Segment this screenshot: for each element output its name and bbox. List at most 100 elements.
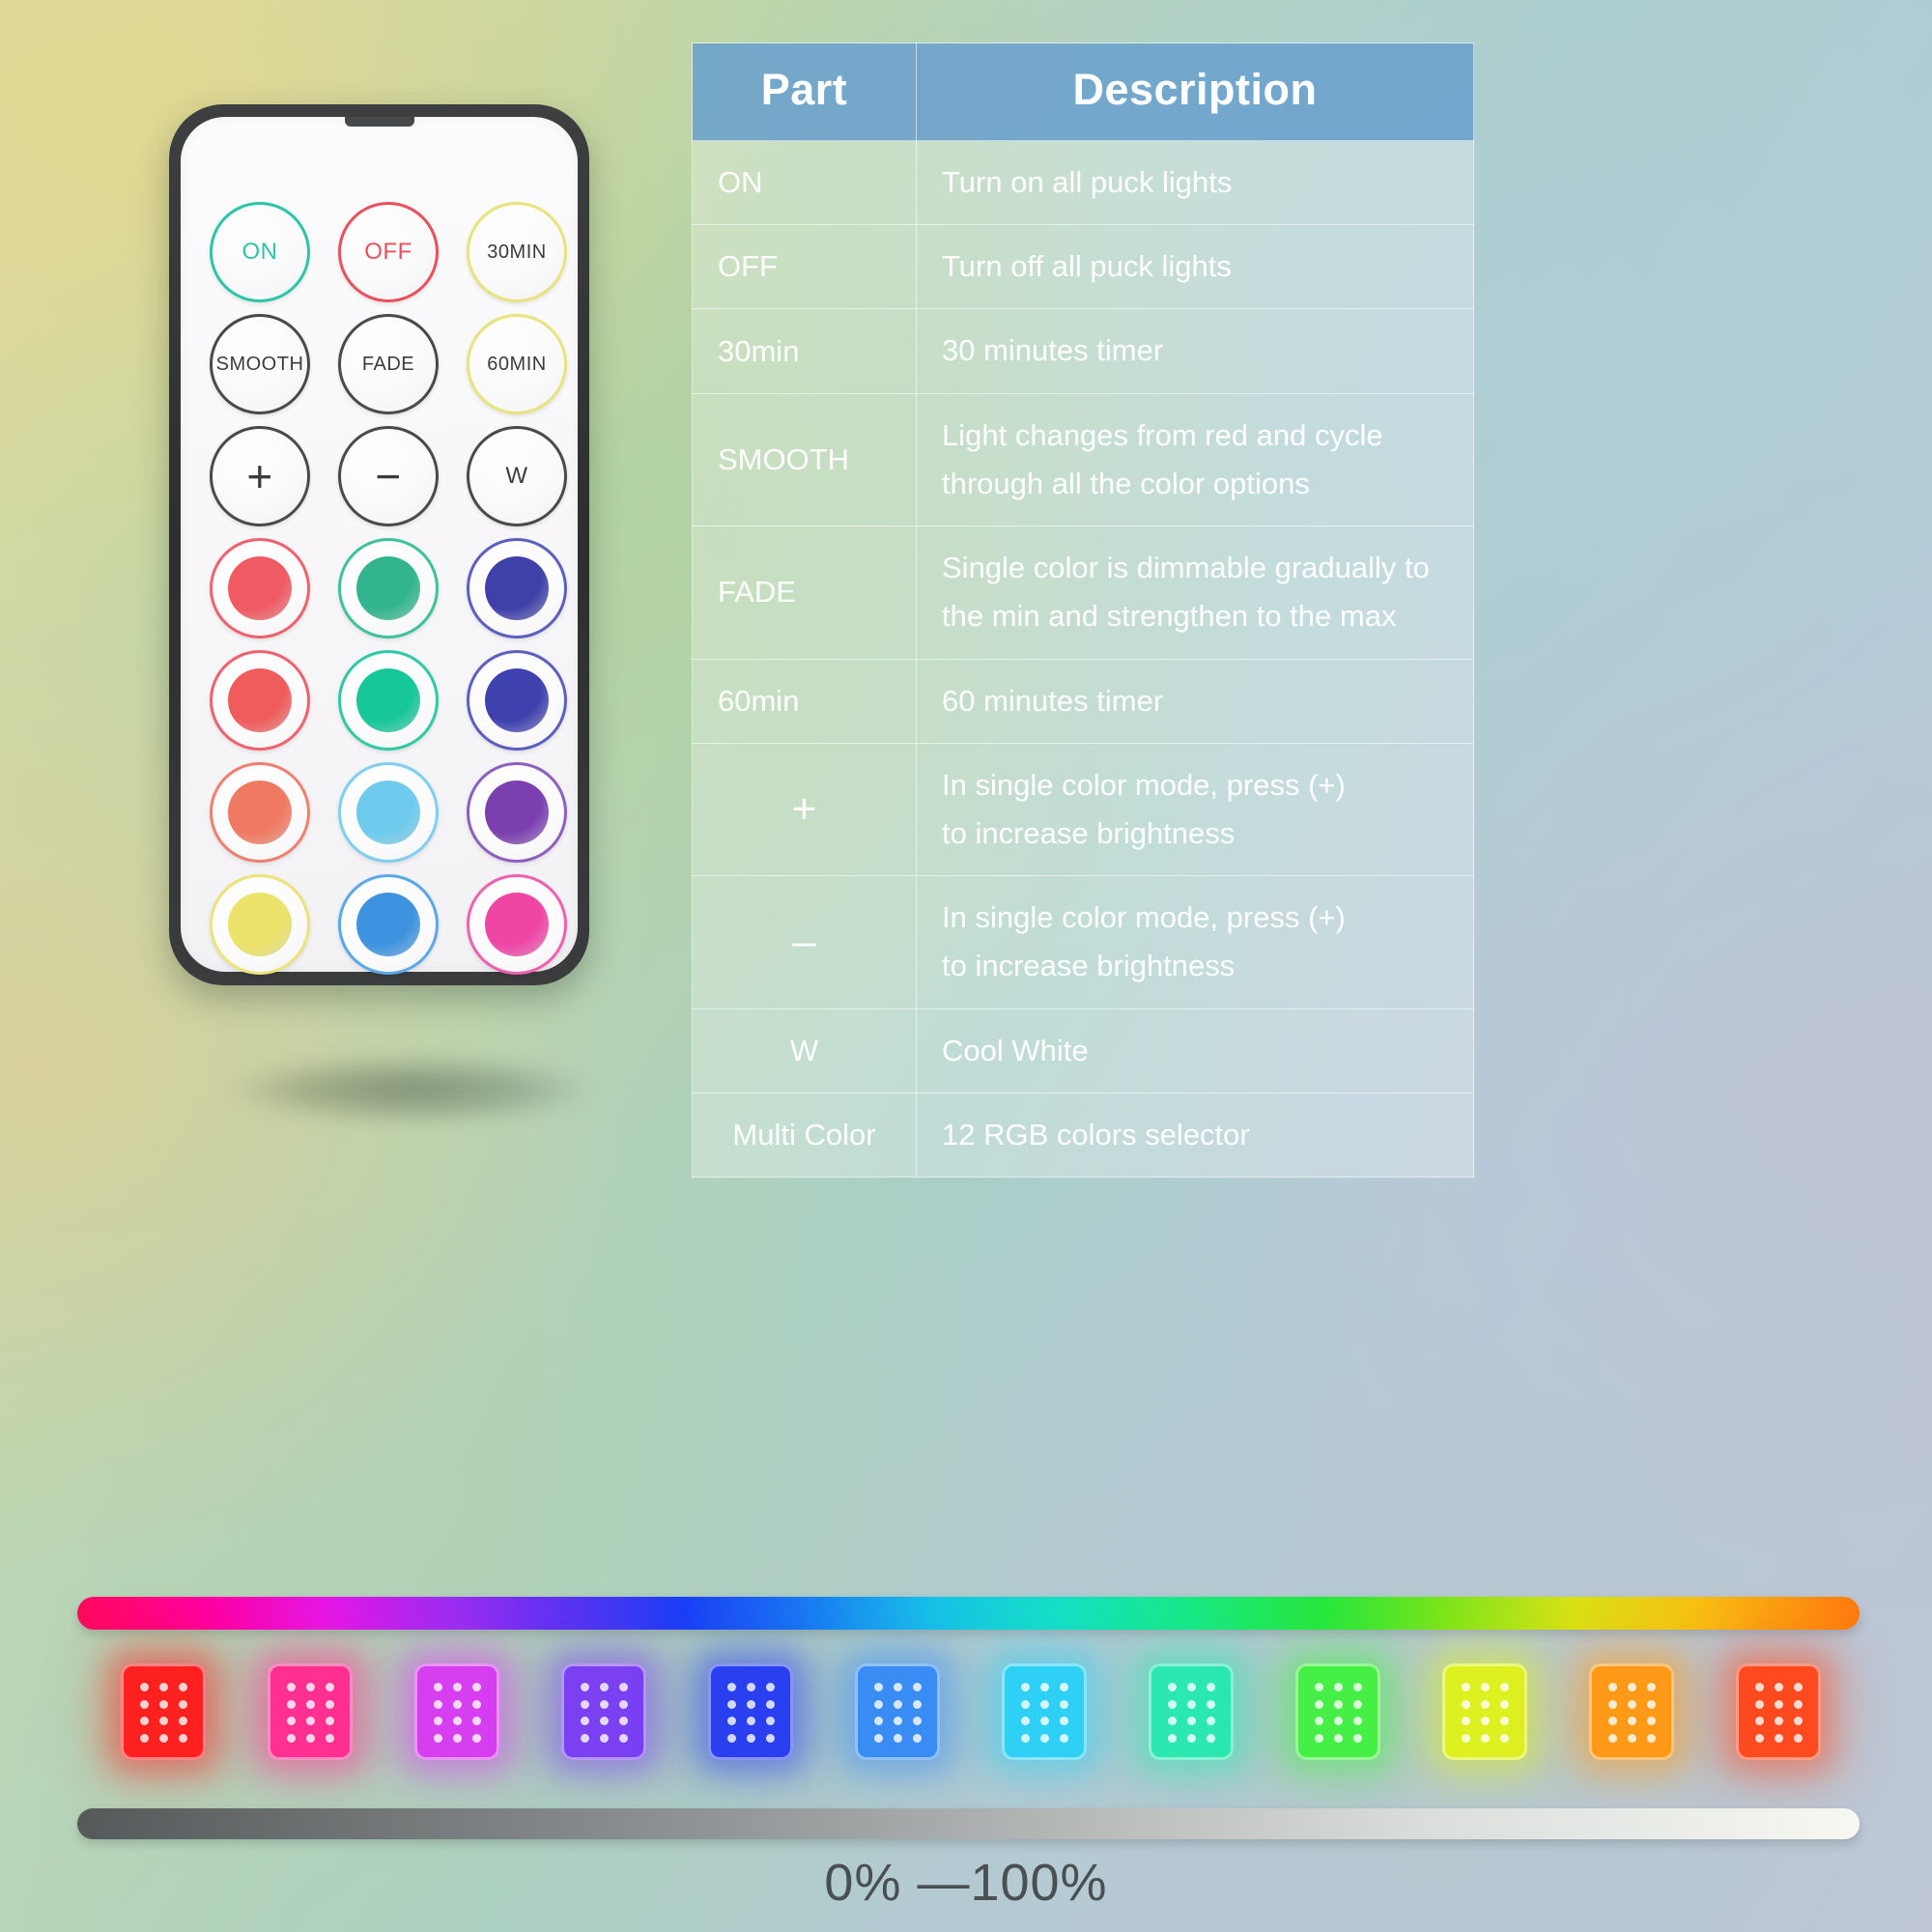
led-dot <box>726 1683 736 1692</box>
remote-color-row-2 <box>210 650 567 751</box>
table-cell-part: – <box>692 875 917 1009</box>
led-dot <box>1646 1683 1656 1692</box>
led-dot <box>305 1683 315 1692</box>
led-dot <box>580 1683 589 1692</box>
remote-body: ON OFF 30MIN SMOOTH FADE <box>169 104 589 985</box>
led-dot <box>1480 1683 1490 1692</box>
led-dot <box>1774 1717 1783 1726</box>
color-button-blue-1[interactable] <box>467 538 567 639</box>
led-dot <box>452 1717 462 1726</box>
led-dot <box>1059 1699 1068 1709</box>
remote-button-30min[interactable]: 30MIN <box>467 202 567 302</box>
led-dot <box>618 1717 628 1726</box>
color-button-orange[interactable] <box>210 762 310 863</box>
color-button-purple[interactable] <box>467 762 567 863</box>
column-header-part: Part <box>692 43 917 141</box>
led-dot <box>1186 1717 1196 1726</box>
remote-button-30min-label: 30MIN <box>487 242 547 263</box>
table-cell-description: 30 minutes timer <box>916 308 1474 394</box>
led-dot <box>139 1699 149 1709</box>
color-button-blue-2[interactable] <box>467 650 567 751</box>
table-cell-description: Turn on all puck lights <box>916 139 1474 226</box>
led-dot <box>325 1717 334 1726</box>
remote-faceplate: ON OFF 30MIN SMOOTH FADE <box>181 117 578 975</box>
led-dot <box>1607 1699 1617 1709</box>
remote-button-fade-label: FADE <box>361 354 415 375</box>
table-cell-description: Single color is dimmable gradually to the… <box>916 526 1474 660</box>
led-dot <box>1754 1699 1764 1709</box>
led-dot <box>158 1717 168 1726</box>
remote-color-row-3 <box>210 762 567 863</box>
color-swatch <box>485 556 549 620</box>
led-dot <box>873 1717 883 1726</box>
led-dot <box>726 1699 736 1709</box>
remote-button-on[interactable]: ON <box>210 202 310 302</box>
color-swatch <box>356 781 420 844</box>
table-cell-description: Turn off all puck lights <box>916 224 1474 310</box>
remote-button-plus[interactable]: + <box>210 426 310 526</box>
led-dot <box>452 1683 462 1692</box>
dimmer-range-label: 0% —100% <box>824 1854 1108 1912</box>
color-button-green-2[interactable] <box>338 650 439 751</box>
remote-button-fade[interactable]: FADE <box>338 314 439 414</box>
table-row: – In single color mode, press (+) to incre… <box>692 875 1474 1009</box>
table-cell-description: Light changes from red and cycle through … <box>916 392 1474 527</box>
led-dot <box>305 1699 315 1709</box>
puck-led-array <box>134 1679 192 1747</box>
led-dot <box>1480 1699 1490 1709</box>
table-row: W Cool White <box>692 1008 1474 1094</box>
led-dot <box>1206 1733 1215 1743</box>
led-dot <box>765 1683 775 1692</box>
led-dot <box>1627 1699 1636 1709</box>
remote-color-row-1 <box>210 538 567 639</box>
table-cell-part: Multi Color <box>692 1092 917 1179</box>
remote-button-minus[interactable]: − <box>338 426 439 526</box>
color-button-red-2[interactable] <box>210 650 310 751</box>
color-swatch <box>228 556 292 620</box>
puck-led-array <box>281 1679 339 1747</box>
led-dot <box>765 1717 775 1726</box>
led-dot <box>873 1733 883 1743</box>
led-dot <box>471 1717 481 1726</box>
led-dot <box>452 1699 462 1709</box>
led-dot <box>1461 1717 1470 1726</box>
led-dot <box>746 1733 755 1743</box>
puck-light <box>414 1663 499 1760</box>
led-dot <box>580 1717 589 1726</box>
led-dot <box>1333 1717 1343 1726</box>
led-dot <box>1754 1717 1764 1726</box>
led-dot <box>139 1683 149 1692</box>
led-dot <box>1774 1699 1783 1709</box>
led-dot <box>1499 1683 1509 1692</box>
led-dot <box>873 1699 883 1709</box>
color-button-red-1[interactable] <box>210 538 310 639</box>
remote-button-smooth[interactable]: SMOOTH <box>210 314 310 414</box>
table-cell-part: 60min <box>692 658 917 744</box>
led-dot <box>1793 1683 1803 1692</box>
led-dot <box>726 1733 736 1743</box>
part-description-table: Part Description ON Turn on all puck ligh… <box>692 43 1474 1179</box>
led-dot <box>1167 1717 1177 1726</box>
color-button-green-1[interactable] <box>338 538 439 639</box>
led-dot <box>1607 1683 1617 1692</box>
led-dot <box>471 1733 481 1743</box>
led-dot <box>893 1733 902 1743</box>
led-dot <box>1352 1699 1362 1709</box>
puck-led-array <box>722 1679 780 1747</box>
color-button-yellow[interactable] <box>210 874 310 975</box>
color-button-skyblue[interactable] <box>338 874 439 975</box>
led-dot <box>912 1733 922 1743</box>
table-cell-description: 60 minutes timer <box>916 658 1474 744</box>
remote-button-off[interactable]: OFF <box>338 202 439 302</box>
puck-led-array <box>1015 1679 1073 1747</box>
table-row: + In single color mode, press (+) to incre… <box>692 742 1474 877</box>
table-header-row: Part Description <box>692 43 1474 141</box>
puck-led-array <box>1309 1679 1367 1747</box>
color-button-lightblue[interactable] <box>338 762 439 863</box>
remote-button-white[interactable]: W <box>467 426 567 526</box>
remote-button-60min[interactable]: 60MIN <box>467 314 567 414</box>
led-dot <box>158 1699 168 1709</box>
color-button-pink[interactable] <box>467 874 567 975</box>
color-swatch <box>356 556 420 620</box>
led-dot <box>1059 1683 1068 1692</box>
